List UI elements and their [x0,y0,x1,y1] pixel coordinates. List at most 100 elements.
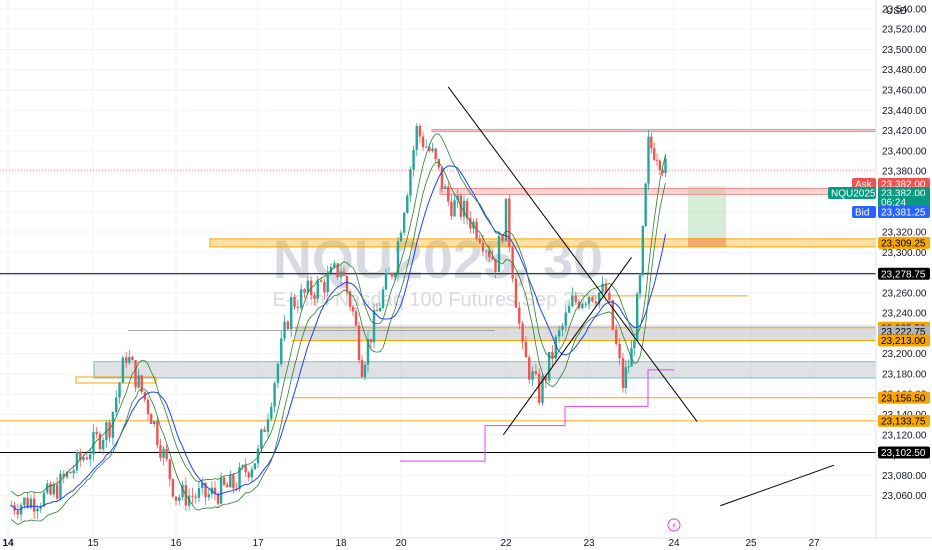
candle-body [323,281,326,293]
price-tag-text: 23,102.50 [881,448,926,459]
candle-body [121,357,125,383]
y-tick-label: 23,320.00 [882,227,927,238]
x-tick-label: 17 [252,538,264,549]
candle-body [488,250,491,258]
candle-body [581,303,584,309]
envelope-lower [11,161,666,525]
candle-body [156,421,159,446]
candle-body [101,440,105,450]
candle-body [128,357,131,363]
candle-body [306,280,309,293]
price-tag-text: 23,133.75 [881,416,926,427]
candle-body [524,341,528,358]
candle-body [98,433,102,450]
candle-body [658,160,662,171]
candle-body [372,310,376,343]
event-marker[interactable]: ⚡ [667,518,681,532]
candle-body [241,465,244,468]
candle-body [326,272,329,293]
candle-body [345,275,349,292]
candle-body [641,226,645,276]
candle-body [111,411,115,438]
candle-body [333,263,336,268]
candle-body [564,312,567,326]
trendline-1[interactable] [502,257,632,436]
candle-body [494,259,497,273]
candle-body [393,274,397,277]
price-tag-name: Ask [855,180,873,191]
y-tick-label: 23,520.00 [882,25,927,36]
candle-body [501,235,504,242]
candle-body [118,382,121,398]
time-axis[interactable]: 14 15 16 17 18 20 22 23 24 25 27 [0,537,932,549]
candle-body [591,297,594,302]
candle-body [650,136,653,149]
candle-body [171,479,175,497]
price-tag-text: 23,222.75 [881,327,926,338]
candle-body [547,351,551,381]
candle-body [504,198,508,242]
candle-body [387,272,391,274]
candle-body [197,488,201,498]
candle-body [181,484,184,498]
candle-body [247,472,250,478]
candle-body [551,351,554,359]
x-tick-label: 24 [668,538,680,549]
candle-body [219,477,223,504]
candle-body [134,360,137,388]
candle-body [216,494,220,504]
x-tick-label: 23 [583,538,595,549]
price-tag-text: 23,278.75 [881,269,926,280]
candle-body [296,306,300,308]
candle-body [443,186,447,190]
candle-body [95,432,98,434]
candle-body [406,195,409,213]
x-tick-label: 27 [808,538,820,549]
candle-body [635,293,639,341]
candle-body [450,201,453,217]
candle-body [280,338,283,365]
candle-body [276,364,280,384]
candle-body [290,297,293,330]
candle-body [478,238,481,243]
candle-body [531,371,534,380]
x-tick-label: 15 [87,538,99,549]
candle-body [409,169,412,196]
candle-body [88,454,92,460]
candle-body [357,325,361,361]
x-tick-label: 16 [170,538,182,549]
candle-body [82,457,85,461]
candle-body [369,339,373,343]
candle-body [69,471,72,474]
candle-body [447,186,450,202]
x-tick-label: 20 [395,538,407,549]
price-tag-orange [878,391,930,404]
trendline-0[interactable] [447,86,698,422]
candle-body [491,257,494,260]
currency-label: USD [886,6,907,17]
candle-body [571,295,574,307]
y-tick-label: 23,400.00 [882,146,927,157]
candle-body [293,297,296,307]
candle-body [598,292,601,304]
price-tag-orange [878,414,930,427]
candle-body [541,376,544,403]
candle-body [235,488,238,490]
candle-body [108,422,111,438]
candle-body [418,126,422,137]
zone-grey-lower [93,361,877,379]
candle-body [624,367,628,388]
candle-body [72,470,75,474]
candle-body [412,149,415,170]
x-tick-label: 25 [745,538,757,549]
candle-body [652,148,656,160]
candle-body [159,445,162,458]
trendline-2[interactable] [720,464,835,507]
candle-body [354,311,358,326]
candle-body [168,459,171,480]
price-tag-name: Bid [855,208,869,219]
candle-body [149,414,153,425]
candle-body [497,235,501,273]
candle-body [453,200,456,217]
